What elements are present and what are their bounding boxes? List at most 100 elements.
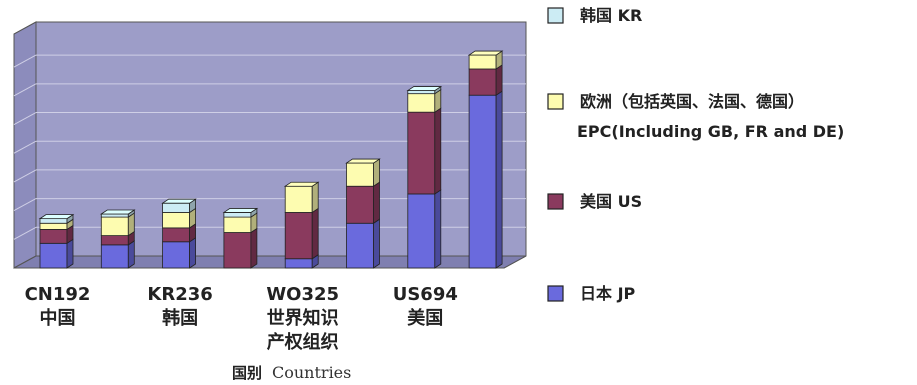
bar-segment-front (100, 235, 129, 246)
bar-segment-side (66, 238, 74, 269)
bar-top (406, 86, 443, 91)
bar-segment-front (223, 232, 252, 269)
bar-segment (162, 237, 197, 269)
bar-segment-side (373, 218, 380, 269)
legend-item: 韩国 KR (547, 6, 642, 25)
bar-segment-side (434, 189, 442, 269)
bar-segment (346, 181, 380, 225)
x-tick-label: 韩国 (162, 307, 198, 329)
legend-label: 美国 US (580, 192, 642, 211)
bar-segment-front (468, 68, 497, 96)
plot-side-wall (13, 21, 37, 269)
bar-segment-side (495, 64, 503, 96)
bar-segment-front (346, 185, 374, 224)
bar-segment (407, 189, 442, 269)
bar-segment (100, 240, 135, 269)
x-axis-label-cn: 国别 (232, 364, 262, 382)
legend-label: 日本 JP (580, 284, 636, 303)
plot-area (13, 21, 527, 269)
bar-top (345, 158, 381, 164)
bar-top (283, 181, 320, 187)
x-tick-label: WO325 (266, 284, 339, 305)
legend-swatch (547, 193, 564, 210)
gridline-side (13, 140, 37, 154)
bar-segment (222, 207, 259, 218)
gridline-side (13, 112, 37, 125)
gridline-side (13, 169, 37, 183)
gridline-side (13, 198, 37, 212)
bar-segment-front (162, 227, 191, 243)
x-tick-label: CN192 (25, 284, 91, 305)
bar-segment-front (39, 218, 68, 224)
bar-segment-front (407, 111, 436, 195)
bar-segment (223, 227, 258, 269)
bar-segment (100, 212, 135, 237)
gridline-side (13, 226, 37, 240)
legend-swatch (547, 93, 564, 110)
x-tick-label: 世界知识 (267, 307, 339, 329)
bar-segment-side (373, 181, 380, 225)
bar-segment-front (100, 244, 129, 269)
legend-label: EPC(Including GB, FR and DE) (577, 122, 844, 141)
bar-segment-front (407, 90, 436, 95)
bar-top (161, 198, 197, 204)
bar-top (99, 209, 136, 215)
bar-segment-front (162, 202, 191, 213)
plot-background (13, 21, 527, 269)
bar-segment-front (39, 229, 68, 244)
bar-top (38, 214, 75, 220)
x-axis-label-en: Countries (272, 363, 351, 382)
bar-segment-front (162, 212, 191, 229)
bar-segment (161, 198, 197, 214)
bar-segment (38, 213, 75, 225)
bar-segment-side (311, 181, 319, 214)
bars-group (38, 50, 504, 269)
legend-item: 美国 US (547, 192, 642, 211)
bar-segment (468, 64, 503, 96)
legend-label: 欧洲（包括英国、法国、德国） (580, 92, 804, 111)
gridline-side (13, 83, 37, 97)
bar-segment (99, 209, 136, 218)
bar-top (467, 50, 504, 56)
legend-item: 日本 JP (547, 284, 636, 303)
bar-segment-side (311, 207, 319, 260)
bar-segment-front (468, 54, 497, 70)
bar-segment (283, 181, 320, 214)
bar-segment (39, 224, 74, 245)
bar-segment-front (39, 242, 68, 269)
bar-segment-front (407, 193, 436, 269)
bar-segment-front (407, 93, 436, 113)
plot-floor (13, 255, 527, 269)
bar-segment-side (373, 158, 380, 187)
bar-segment-front (223, 212, 252, 218)
bar-segment-front (284, 212, 313, 260)
legend-item: 欧洲（包括英国、法国、德国） EPC(Including GB, FR and D… (547, 92, 844, 141)
bar-segment-front (346, 162, 374, 187)
bar-segment (407, 107, 442, 195)
x-tick-label: 中国 (40, 307, 76, 329)
bar-segment (468, 90, 503, 269)
gridline-side (13, 54, 37, 68)
legend: 韩国 KR 欧洲（包括英国、法国、德国） EPC(Including GB, FR … (547, 6, 844, 303)
x-tick-label: US694 (393, 284, 458, 305)
bar-segment-side (250, 227, 258, 269)
bar-segment (162, 207, 197, 229)
bar-segment-front (468, 94, 497, 269)
x-tick-label: KR236 (147, 284, 212, 305)
bar-segment (284, 207, 319, 260)
bar-segment (345, 158, 381, 187)
bar-segment-front (346, 222, 374, 269)
legend-swatch (547, 285, 564, 302)
bar-segment-side (495, 90, 503, 269)
bar-segment-front (39, 222, 68, 230)
bar-segment (406, 85, 443, 95)
bar-segment (346, 218, 380, 269)
legend-label: 韩国 KR (580, 6, 642, 25)
bar-segment-front (284, 258, 313, 269)
bar-segment-front (100, 213, 129, 218)
bar-segment-side (434, 107, 442, 195)
bar-segment-front (162, 241, 191, 269)
bar-segment-side (127, 240, 135, 269)
